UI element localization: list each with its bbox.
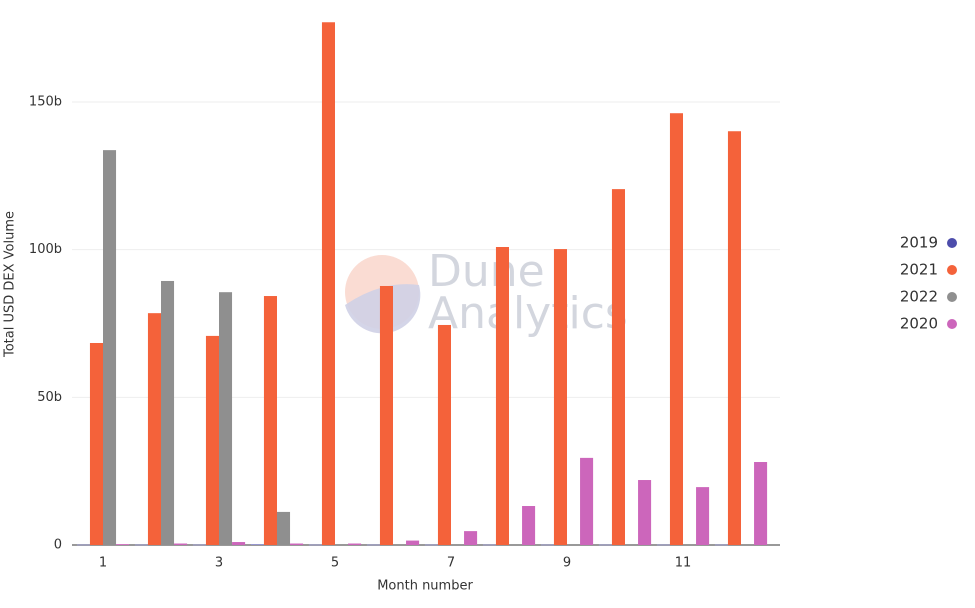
bar xyxy=(437,324,451,545)
bar xyxy=(379,285,393,545)
bar xyxy=(232,542,246,545)
legend-marker xyxy=(947,292,957,302)
bar xyxy=(161,280,175,545)
bar xyxy=(669,113,683,546)
bar xyxy=(134,544,148,546)
bar xyxy=(89,342,103,545)
bar xyxy=(103,150,117,545)
legend-label: 2022 xyxy=(900,288,938,306)
bar xyxy=(482,544,496,546)
bar xyxy=(76,544,90,546)
y-axis-label: Total USD DEX Volume xyxy=(3,211,18,358)
bar xyxy=(464,531,478,545)
bar xyxy=(754,462,768,545)
bar xyxy=(219,292,233,545)
bar xyxy=(250,544,264,545)
bar xyxy=(424,544,438,546)
bar xyxy=(540,544,554,546)
legend-label: 2020 xyxy=(900,315,938,333)
watermark-text: Analytics xyxy=(428,288,628,339)
watermark-text: Dune xyxy=(428,246,545,297)
bar xyxy=(580,457,594,545)
bar xyxy=(553,249,567,546)
bar xyxy=(308,544,322,546)
legend-label: 2021 xyxy=(900,261,938,279)
bar xyxy=(714,544,728,546)
y-tick-label: 50b xyxy=(37,390,62,405)
bar xyxy=(406,540,420,545)
bar xyxy=(290,543,304,545)
y-tick-label: 150b xyxy=(29,95,62,110)
bar xyxy=(321,22,335,545)
bar xyxy=(656,544,670,546)
bar xyxy=(174,543,188,545)
x-tick-label: 3 xyxy=(215,556,223,571)
y-tick-label: 0 xyxy=(54,538,62,553)
x-tick-label: 11 xyxy=(675,556,692,571)
bar xyxy=(598,544,612,546)
x-tick-label: 1 xyxy=(99,556,107,571)
bar xyxy=(277,511,291,545)
bar xyxy=(205,335,219,545)
bar xyxy=(263,296,277,545)
bar xyxy=(348,543,362,545)
legend-marker xyxy=(947,319,957,329)
bar xyxy=(116,544,130,545)
y-tick-label: 100b xyxy=(29,242,62,257)
bar xyxy=(366,544,380,546)
bar xyxy=(611,189,625,545)
legend-marker xyxy=(947,265,957,275)
x-tick-label: 7 xyxy=(447,556,455,571)
legend-marker xyxy=(947,238,957,248)
x-tick-label: 9 xyxy=(563,556,571,571)
bar xyxy=(727,131,741,545)
x-axis-label: Month number xyxy=(377,579,473,594)
bar xyxy=(147,313,161,545)
bar xyxy=(495,247,509,545)
x-tick-label: 5 xyxy=(331,556,339,571)
bar xyxy=(638,480,652,545)
bar xyxy=(522,506,536,545)
bar xyxy=(192,544,206,546)
bar xyxy=(696,487,710,545)
legend-label: 2019 xyxy=(900,234,938,252)
